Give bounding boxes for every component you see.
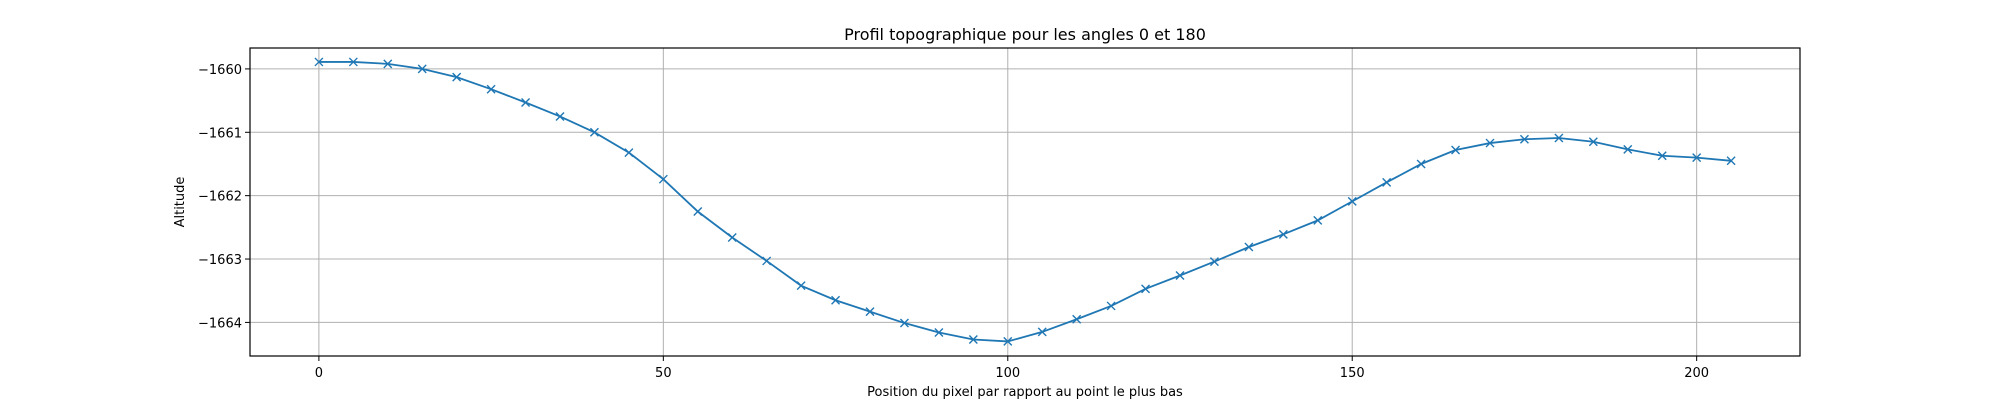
data-point-marker xyxy=(968,335,978,345)
data-point-marker xyxy=(348,57,358,67)
data-point-marker xyxy=(1485,138,1495,148)
axis-ticks: 0 50 100 150 200 −1664 −1663 −1662 −1661 −1660 xyxy=(198,63,1709,381)
data-point-marker xyxy=(1278,229,1288,239)
data-point-marker xyxy=(1657,151,1667,161)
data-point-marker xyxy=(1106,301,1116,311)
data-point-marker xyxy=(1175,271,1185,281)
x-tick-label: 150 xyxy=(1340,366,1365,381)
data-point-marker xyxy=(693,207,703,217)
data-point-marker xyxy=(796,281,806,291)
y-tick-label: −1661 xyxy=(198,126,242,141)
chart-title: Profil topographique pour les angles 0 e… xyxy=(844,25,1206,44)
data-point-marker xyxy=(1347,196,1357,206)
data-point-marker xyxy=(452,72,462,82)
x-axis-label: Position du pixel par rapport au point l… xyxy=(867,385,1183,400)
data-point-marker xyxy=(1072,314,1082,324)
data-point-marker xyxy=(521,98,531,107)
data-point-marker xyxy=(1588,137,1598,147)
data-point-marker xyxy=(589,127,599,137)
x-tick-label: 50 xyxy=(655,366,672,381)
data-point-marker xyxy=(1313,215,1323,225)
x-tick-label: 200 xyxy=(1684,366,1709,381)
data-point-marker xyxy=(486,84,496,94)
data-point-marker xyxy=(1141,284,1151,294)
data-point-marker xyxy=(1726,156,1736,166)
data-point-marker xyxy=(831,295,841,305)
y-tick-label: −1663 xyxy=(198,253,242,268)
data-point-marker xyxy=(1003,336,1013,346)
y-tick-label: −1662 xyxy=(198,190,242,205)
data-point-marker xyxy=(417,64,427,74)
data-point-marker xyxy=(1382,177,1392,187)
y-axis-label: Altitude xyxy=(173,177,188,228)
data-point-marker xyxy=(1692,153,1702,163)
data-point-marker xyxy=(1554,133,1564,143)
y-tick-label: −1664 xyxy=(198,316,242,331)
data-point-marker xyxy=(1037,327,1047,337)
x-tick-label: 100 xyxy=(995,366,1020,381)
data-point-marker xyxy=(1451,145,1461,155)
series xyxy=(314,57,1736,346)
data-point-marker xyxy=(624,148,634,158)
data-point-marker xyxy=(383,59,393,69)
data-point-marker xyxy=(934,328,944,338)
data-point-marker xyxy=(762,256,772,266)
data-point-marker xyxy=(1244,242,1254,252)
x-tick-label: 0 xyxy=(315,366,323,381)
grid xyxy=(250,48,1800,356)
data-point-marker xyxy=(555,111,565,121)
series-line xyxy=(318,61,1732,343)
data-point-marker xyxy=(899,318,909,328)
plot-frame xyxy=(249,47,1801,357)
data-point-marker xyxy=(1209,257,1219,267)
data-point-marker xyxy=(314,57,324,67)
data-point-marker xyxy=(1416,159,1426,169)
data-point-marker xyxy=(1519,134,1529,144)
y-tick-label: −1660 xyxy=(198,63,242,78)
data-point-marker xyxy=(727,232,737,242)
data-point-marker xyxy=(658,174,668,184)
data-point-marker xyxy=(865,307,875,317)
data-point-marker xyxy=(1623,144,1633,154)
